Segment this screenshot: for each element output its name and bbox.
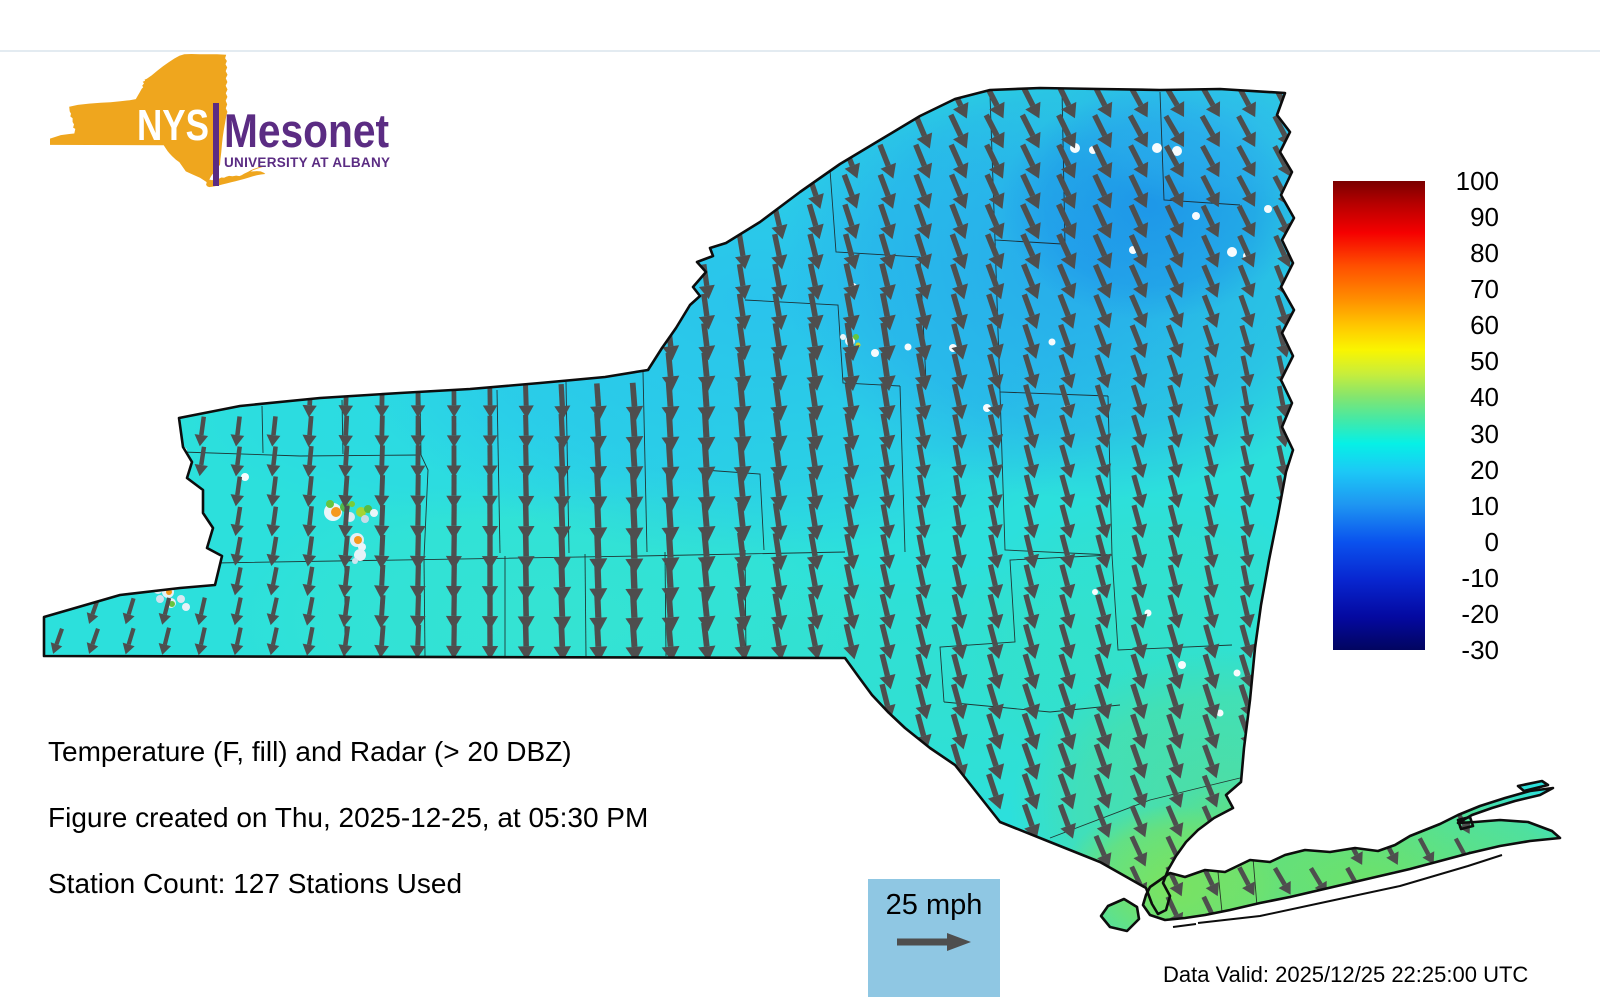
colorbar-tick--20: -20	[1461, 601, 1499, 627]
logo-mesonet-text: Mesonet	[224, 104, 389, 157]
colorbar-tick-10: 10	[1470, 493, 1499, 519]
data-valid-timestamp: Data Valid: 2025/12/25 22:25:00 UTC	[1163, 962, 1528, 988]
colorbar-tick-60: 60	[1470, 312, 1499, 338]
wind-speed-legend: 25 mph	[868, 879, 1000, 997]
logo-divider-bar	[213, 103, 219, 186]
colorbar-tick--30: -30	[1461, 637, 1499, 663]
colorbar-tick-90: 90	[1470, 204, 1499, 230]
colorbar-tick-70: 70	[1470, 276, 1499, 302]
logo-university-text: UNIVERSITY AT ALBANY	[224, 155, 390, 170]
colorbar-tick-0: 0	[1485, 529, 1499, 555]
wind-reference-arrow-icon	[879, 922, 989, 962]
colorbar-tick-80: 80	[1470, 240, 1499, 266]
logo-nys-text: NYS	[137, 101, 209, 150]
colorbar-tick-40: 40	[1470, 384, 1499, 410]
colorbar-tick-20: 20	[1470, 457, 1499, 483]
figure-created-text: Figure created on Thu, 2025-12-25, at 05…	[48, 802, 648, 834]
nys-mesonet-logo: NYS Mesonet UNIVERSITY AT ALBANY	[45, 48, 415, 200]
colorbar-tick--10: -10	[1461, 565, 1499, 591]
colorbar-tick-100: 100	[1456, 168, 1499, 194]
temperature-colorbar	[1333, 181, 1425, 650]
colorbar-tick-30: 30	[1470, 421, 1499, 447]
colorbar-tick-50: 50	[1470, 348, 1499, 374]
station-count-text: Station Count: 127 Stations Used	[48, 868, 462, 900]
map-title: Temperature (F, fill) and Radar (> 20 DB…	[48, 736, 572, 768]
wind-speed-label: 25 mph	[868, 879, 1000, 922]
